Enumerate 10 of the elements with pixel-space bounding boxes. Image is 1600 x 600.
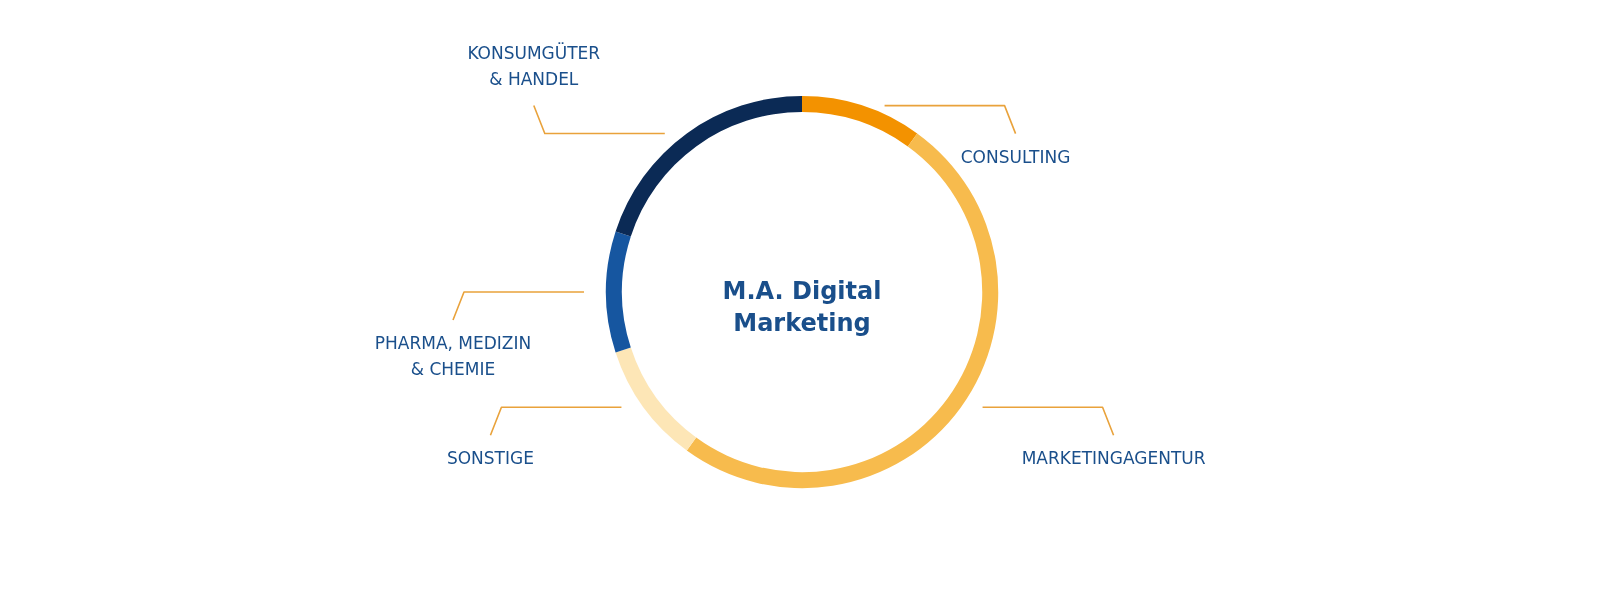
slice-label: CONSULTING (960, 146, 1071, 167)
donut-slice (802, 96, 918, 147)
slice-label: PHARMA, MEDIZIN & CHEMIE (374, 333, 532, 379)
slice-label: KONSUMGÜTER & HANDEL (467, 42, 601, 90)
text: M.A. Digital Marketing (722, 277, 882, 337)
donut-slice (606, 231, 631, 353)
slice-label: MARKETINGAGENTUR (1021, 448, 1206, 469)
slice-label: SONSTIGE (446, 448, 534, 469)
donut-slice (615, 347, 697, 451)
donut-slice (615, 96, 802, 237)
